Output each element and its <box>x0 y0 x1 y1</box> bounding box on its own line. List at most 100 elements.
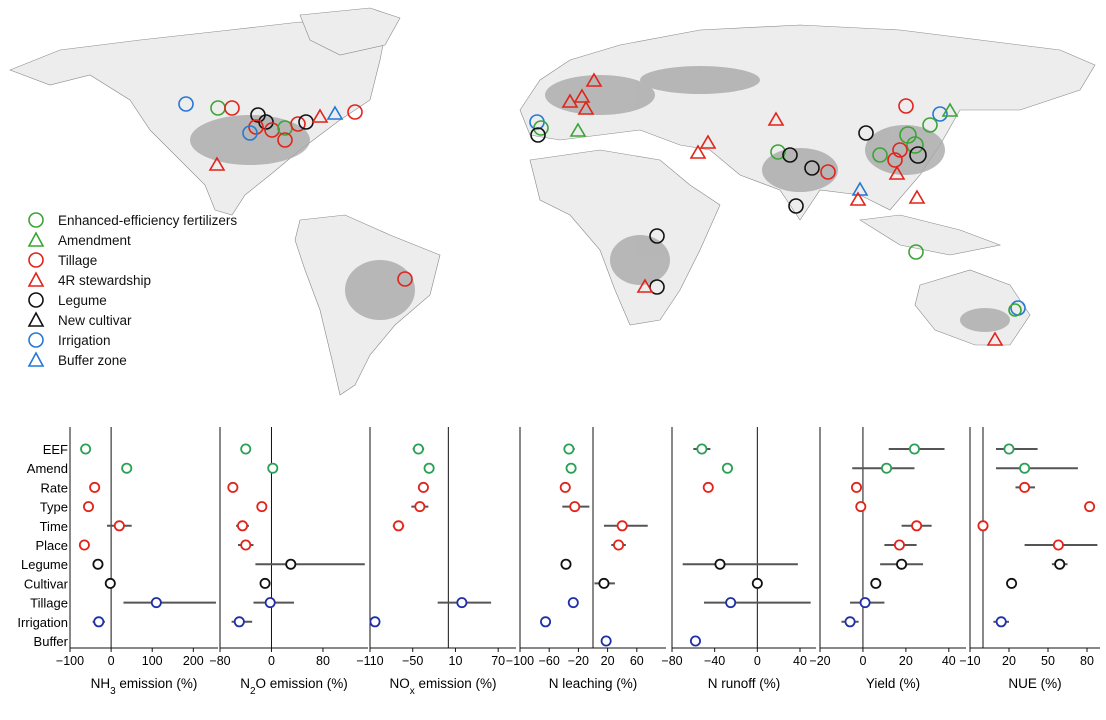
site-marker <box>248 119 264 135</box>
x-tick-label: 100 <box>142 654 163 668</box>
site-marker <box>820 164 836 180</box>
forest-panel: −20 0 20 40 Yield (%) <box>809 427 966 691</box>
effect-point <box>559 481 571 493</box>
category-label: Type <box>40 500 68 515</box>
legend-item: Legume <box>24 290 237 310</box>
x-tick-label: −80 <box>209 654 230 668</box>
x-tick-label: −60 <box>539 654 560 668</box>
forest-panel: −80 0 80 N2O emission (%) <box>209 427 368 697</box>
effect-point <box>240 539 252 551</box>
effect-point <box>1084 501 1096 513</box>
triangle-marker-icon <box>27 351 45 367</box>
effect-point <box>369 616 381 628</box>
legend-item: Irrigation <box>24 330 237 350</box>
forest-panel: −100 0 100 200 NH3 emission (%) <box>56 427 218 697</box>
site-marker <box>1008 303 1022 317</box>
australia <box>914 269 1031 346</box>
x-tick-label: 40 <box>942 654 956 668</box>
effect-point <box>267 462 279 474</box>
effect-point <box>93 616 105 628</box>
site-marker <box>533 120 549 136</box>
effect-point <box>725 597 737 609</box>
x-axis-label: NOx emission (%) <box>389 676 496 697</box>
effect-point <box>859 597 871 609</box>
effect-point <box>893 539 905 551</box>
triangle-marker-icon <box>27 271 45 287</box>
effect-point <box>256 501 268 513</box>
site-marker <box>347 104 363 120</box>
effect-point <box>565 462 577 474</box>
site-markers <box>178 72 1026 346</box>
category-label: Place <box>35 538 68 553</box>
effect-point <box>569 501 581 513</box>
triangle-marker-icon <box>27 311 45 327</box>
site-marker <box>770 144 786 160</box>
legend-label: Irrigation <box>58 332 111 348</box>
effect-point <box>83 501 95 513</box>
north-america <box>9 21 386 216</box>
effect-point <box>896 558 908 570</box>
x-tick-label: 50 <box>1041 654 1055 668</box>
x-tick-label: 40 <box>793 654 807 668</box>
legend-item: Amendment <box>24 230 237 250</box>
effect-point <box>456 597 468 609</box>
category-label: Time <box>40 519 68 534</box>
effect-point <box>567 597 579 609</box>
x-axis-label-subscript: 3 <box>110 686 116 697</box>
effect-point <box>237 520 249 532</box>
effect-point <box>113 520 125 532</box>
x-tick-label: 200 <box>183 654 204 668</box>
x-tick-label: −40 <box>704 654 725 668</box>
site-marker <box>908 244 924 260</box>
category-label: Rate <box>41 480 68 495</box>
site-marker <box>922 117 938 133</box>
x-axis-label-main: NH <box>91 676 111 691</box>
x-axis-label: N runoff (%) <box>708 676 781 691</box>
site-marker <box>782 147 798 163</box>
category-label: EEF <box>43 442 68 457</box>
effect-point <box>855 501 867 513</box>
site-marker <box>242 125 258 141</box>
x-axis-label-suffix: O emission (%) <box>256 676 348 691</box>
effect-point <box>1019 481 1031 493</box>
effect-point <box>414 501 426 513</box>
triangle-marker-icon <box>27 231 45 247</box>
legend-item: Tillage <box>24 250 237 270</box>
x-tick-label: 20 <box>899 654 913 668</box>
x-tick-label: −110 <box>356 654 383 668</box>
category-label: Amend <box>27 461 68 476</box>
site-marker <box>858 125 874 141</box>
effect-point <box>80 443 92 455</box>
category-label: Irrigation <box>17 615 68 630</box>
effect-point <box>392 520 404 532</box>
site-marker <box>888 165 906 180</box>
site-marker <box>224 100 240 116</box>
effect-point <box>412 443 424 455</box>
site-marker <box>788 198 804 214</box>
x-tick-label: 80 <box>316 654 330 668</box>
category-labels: EEF Amend Rate Type Time Place Legume Cultivar T… <box>17 442 68 649</box>
forest-plots: EEF Amend Rate Type Time Place Legume Cultivar T… <box>17 427 1100 697</box>
site-marker <box>311 108 329 123</box>
effect-point <box>616 520 628 532</box>
site-marker <box>906 136 924 154</box>
site-marker <box>585 72 603 87</box>
site-marker <box>941 102 959 117</box>
site-marker <box>898 98 914 114</box>
legend-label: Legume <box>58 292 107 308</box>
effect-point <box>911 520 923 532</box>
continents <box>9 7 1096 396</box>
effect-point <box>995 616 1007 628</box>
x-tick-label: 20 <box>601 654 615 668</box>
effect-point <box>423 462 435 474</box>
cropland-russia <box>640 66 760 94</box>
effect-point <box>563 443 575 455</box>
cropland-density <box>190 66 1010 332</box>
x-tick-label: 20 <box>1002 654 1016 668</box>
x-axis-label: NH3 emission (%) <box>91 676 198 697</box>
effect-point <box>540 616 552 628</box>
x-axis-label-main: NUE (%) <box>1008 676 1061 691</box>
circle-marker-icon <box>28 292 44 308</box>
x-axis-label-main: N <box>240 676 250 691</box>
effect-point <box>689 635 701 647</box>
